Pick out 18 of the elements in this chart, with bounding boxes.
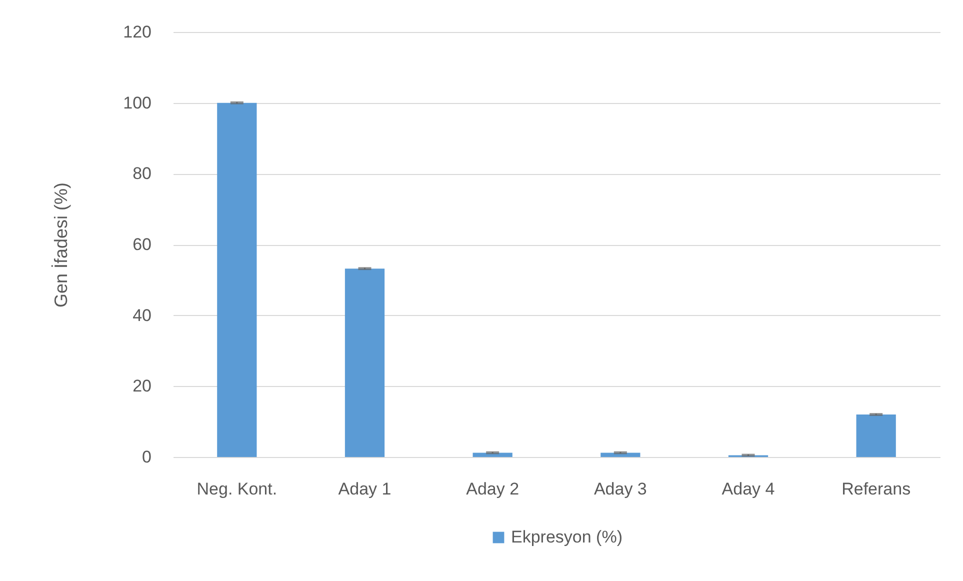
bar — [344, 268, 385, 457]
x-tick-label: Aday 3 — [594, 480, 647, 498]
legend-label: Ekpresyon (%) — [511, 528, 622, 546]
x-tick-label: Referans — [842, 480, 911, 498]
y-tick-label: 100 — [123, 93, 152, 112]
y-tick-label: 60 — [132, 235, 152, 254]
y-tick-label: 20 — [132, 376, 152, 396]
x-tick-label: Neg. Kont. — [196, 480, 278, 498]
y-axis-title: Gen İfadesi (%) — [51, 182, 72, 308]
y-tick-label: 0 — [142, 448, 152, 466]
bar — [856, 414, 896, 457]
y-tick-label: 120 — [123, 22, 152, 42]
x-tick-label: Aday 4 — [722, 480, 775, 498]
y-tick-label: 40 — [132, 306, 152, 325]
x-tick-label: Aday 1 — [338, 480, 392, 498]
bar — [217, 102, 257, 457]
x-tick-label: Aday 2 — [466, 480, 520, 498]
y-tick-label: 80 — [132, 164, 152, 184]
